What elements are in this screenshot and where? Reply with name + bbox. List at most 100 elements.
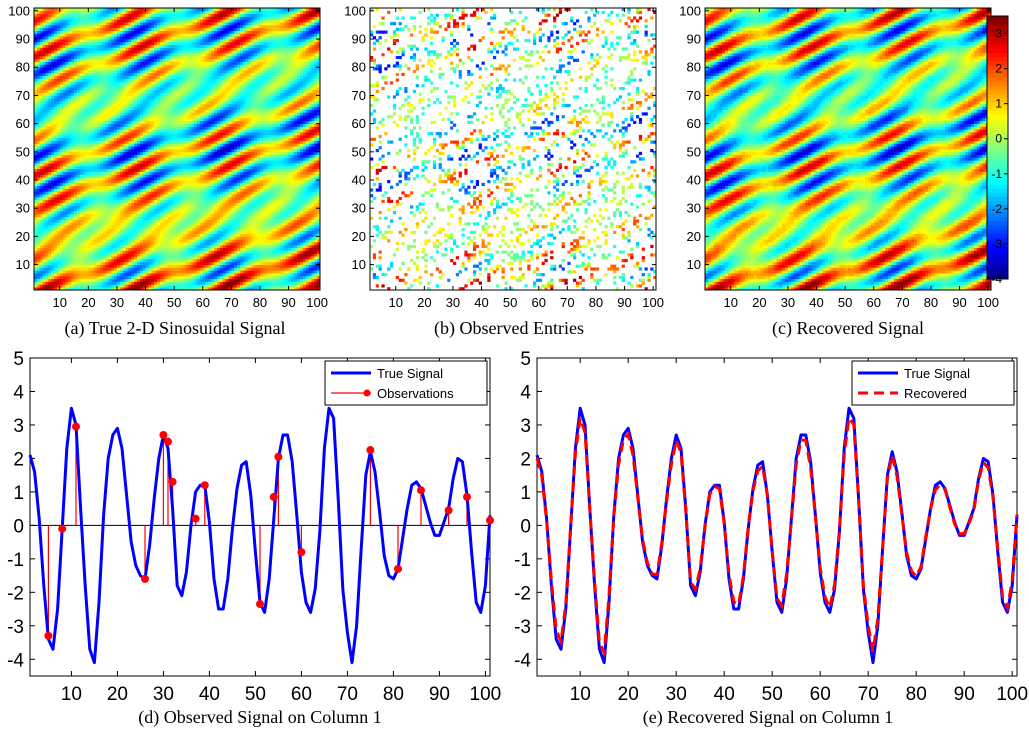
heatmap-cell [51, 191, 54, 194]
heatmap-cell [266, 231, 269, 234]
heatmap-cell [128, 270, 131, 273]
heatmap-cell [71, 200, 74, 203]
heatmap-cell [54, 166, 57, 169]
heatmap-cell [160, 157, 163, 160]
heatmap-cell [194, 152, 197, 155]
heatmap-cell [128, 265, 131, 268]
heatmap-cell [123, 149, 126, 152]
heatmap-cell [257, 200, 260, 203]
heatmap-cell [271, 203, 274, 206]
heatmap-cell [91, 262, 94, 265]
heatmap-cell [163, 180, 166, 183]
heatmap-cell [291, 191, 294, 194]
heatmap-cell [183, 177, 186, 180]
heatmap-cell [45, 191, 48, 194]
heatmap-cell [206, 231, 209, 234]
heatmap-cell [200, 214, 203, 217]
heatmap-cell [220, 208, 223, 211]
heatmap-cell [231, 239, 234, 242]
heatmap-cell [114, 259, 117, 262]
heatmap-cell [63, 200, 66, 203]
heatmap-cell [100, 236, 103, 239]
heatmap-cell [74, 248, 77, 251]
heatmap-cell [57, 236, 60, 239]
heatmap-cell [220, 163, 223, 166]
heatmap-cell [100, 231, 103, 234]
heatmap-cell [286, 174, 289, 177]
heatmap-cell [186, 214, 189, 217]
heatmap-cell [77, 234, 80, 237]
heatmap-cell [148, 197, 151, 200]
heatmap-cell [146, 253, 149, 256]
heatmap-cell [51, 197, 54, 200]
heatmap-cell [286, 203, 289, 206]
heatmap-cell [206, 166, 209, 169]
heatmap-cell [203, 155, 206, 158]
heatmap-cell [111, 208, 114, 211]
heatmap-cell [114, 239, 117, 242]
heatmap-cell [148, 262, 151, 265]
heatmap-cell [157, 205, 160, 208]
heatmap-cell [197, 276, 200, 279]
heatmap-cell [237, 200, 240, 203]
heatmap-cell [208, 160, 211, 163]
heatmap-cell [48, 214, 51, 217]
heatmap-cell [37, 166, 40, 169]
heatmap-cell [134, 284, 137, 287]
heatmap-cell [128, 194, 131, 197]
heatmap-cell [111, 194, 114, 197]
heatmap-cell [60, 186, 63, 189]
heatmap-cell [283, 228, 286, 231]
heatmap-cell [54, 256, 57, 259]
heatmap-cell [186, 259, 189, 262]
heatmap-cell [40, 284, 43, 287]
heatmap-cell [88, 211, 91, 214]
heatmap-cell [111, 236, 114, 239]
heatmap-cell [280, 220, 283, 223]
heatmap-cell [206, 152, 209, 155]
heatmap-cell [208, 245, 211, 248]
heatmap-cell [163, 163, 166, 166]
heatmap-cell [188, 149, 191, 152]
heatmap-cell [231, 155, 234, 158]
heatmap-cell [303, 172, 306, 175]
heatmap-cell [300, 245, 303, 248]
heatmap-cell [306, 245, 309, 248]
heatmap-cell [289, 245, 292, 248]
heatmap-cell [286, 191, 289, 194]
heatmap-cell [266, 191, 269, 194]
heatmap-cell [126, 214, 129, 217]
heatmap-cell [294, 152, 297, 155]
heatmap-cell [237, 259, 240, 262]
heatmap-cell [203, 253, 206, 256]
heatmap-cell [309, 186, 312, 189]
heatmap-cell [151, 197, 154, 200]
heatmap-cell [168, 222, 171, 225]
heatmap-cell [186, 262, 189, 265]
heatmap-cell [263, 169, 266, 172]
heatmap-cell [257, 276, 260, 279]
heatmap-cell [240, 174, 243, 177]
heatmap-cell [54, 251, 57, 254]
heatmap-cell [123, 259, 126, 262]
heatmap-cell [220, 245, 223, 248]
heatmap-cell [266, 211, 269, 214]
heatmap-cell [114, 177, 117, 180]
heatmap-cell [111, 259, 114, 262]
heatmap-cell [94, 220, 97, 223]
heatmap-cell [68, 157, 71, 160]
heatmap-cell [183, 253, 186, 256]
heatmap-cell [126, 279, 129, 282]
heatmap-cell [163, 284, 166, 287]
heatmap-cell [137, 225, 140, 228]
heatmap-cell [246, 234, 249, 237]
heatmap-cell [197, 194, 200, 197]
heatmap-cell [291, 231, 294, 234]
heatmap-cell [251, 155, 254, 158]
heatmap-cell [97, 200, 100, 203]
heatmap-cell [143, 166, 146, 169]
heatmap-cell [177, 160, 180, 163]
heatmap-cell [114, 270, 117, 273]
heatmap-cell [180, 188, 183, 191]
heatmap-cell [71, 203, 74, 206]
